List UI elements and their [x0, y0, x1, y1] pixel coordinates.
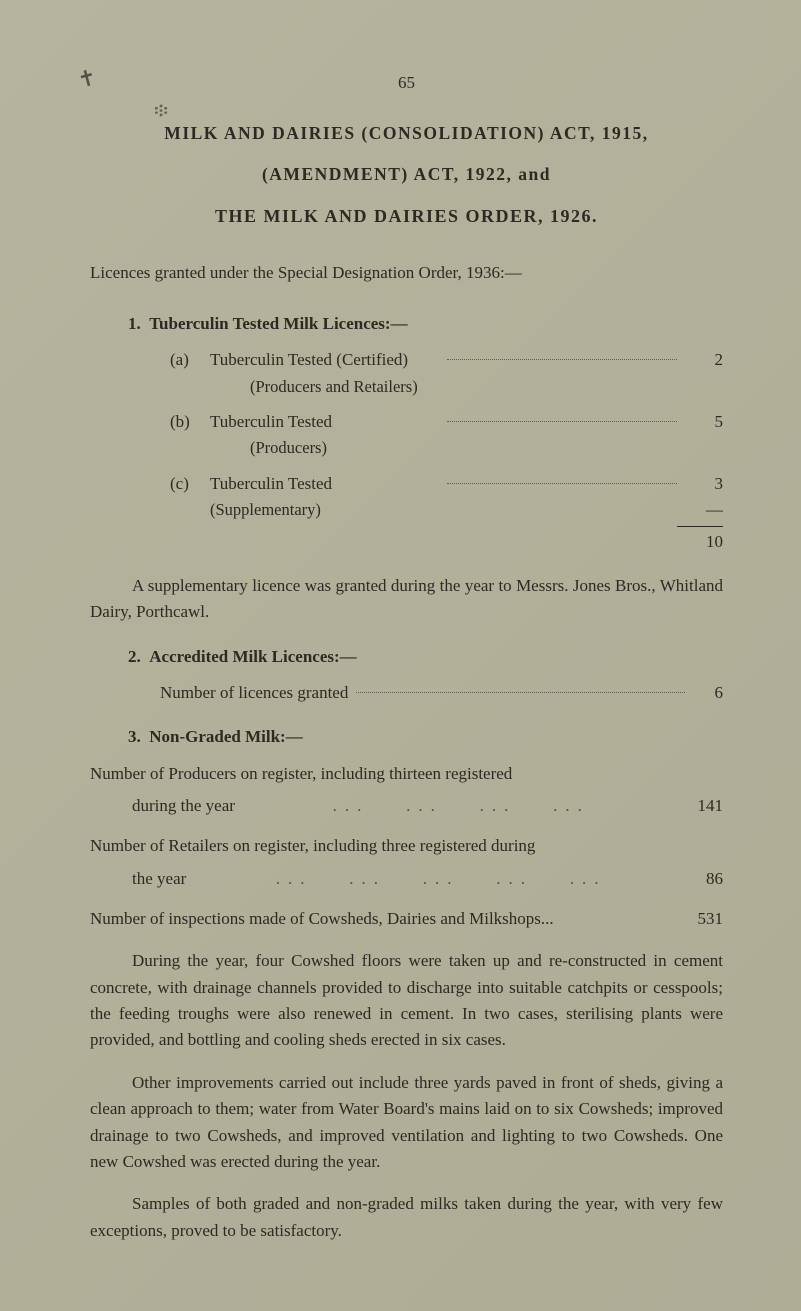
section-3-heading: 3. Non-Graded Milk:—: [128, 724, 723, 750]
leader-dots: [447, 421, 678, 422]
stat-line-3: Number of inspections made of Cowsheds, …: [90, 906, 723, 932]
item-desc: Tuberculin Tested: [210, 409, 441, 435]
section-2-heading: 2. Accredited Milk Licences:—: [128, 644, 723, 670]
page-number: 65: [90, 70, 723, 96]
body-text: During the year, four Cowshed floors wer…: [90, 948, 723, 1243]
section-1-heading: 1. Tuberculin Tested Milk Licences:—: [128, 311, 723, 337]
section-2-title: Accredited Milk Licences:—: [149, 647, 356, 666]
list-item: (c) Tuberculin Tested 3: [170, 471, 723, 497]
corner-mark-dagger: ✝: [74, 60, 101, 98]
stat-line-1a: Number of Producers on register, includi…: [90, 761, 723, 787]
stat-line-1b: during the year ... ... ... ... 141: [90, 793, 723, 819]
stat-line-2a: Number of Retailers on register, includi…: [90, 833, 723, 859]
section-3-number: 3.: [128, 727, 141, 746]
item-value: 5: [683, 409, 723, 435]
item-value: 3: [683, 471, 723, 497]
stat-text: Number of inspections made of Cowsheds, …: [90, 906, 554, 932]
title-line-3: THE MILK AND DAIRIES ORDER, 1926.: [90, 203, 723, 231]
section-1-number: 1.: [128, 314, 141, 333]
title-line-2: (AMENDMENT) ACT, 1922, and: [90, 161, 723, 188]
item-note: (Producers and Retailers): [250, 374, 723, 400]
total-value: 10: [677, 526, 723, 555]
leader-dots: [356, 692, 685, 693]
dash-mark: —: [683, 497, 723, 523]
leader-dots: ... ... ... ...: [235, 793, 688, 819]
supplementary-paragraph: A supplementary licence was granted duri…: [90, 573, 723, 626]
item-desc: Tuberculin Tested: [210, 471, 441, 497]
accredited-line: Number of licences granted 6: [160, 680, 723, 706]
title-line-1: MILK AND DAIRIES (CONSOLIDATION) ACT, 19…: [90, 120, 723, 147]
body-paragraph-3: Samples of both graded and non-graded mi…: [90, 1191, 723, 1244]
leader-dots: [447, 359, 678, 360]
item-note: (Supplementary): [210, 497, 683, 523]
stat-lead: the year: [90, 866, 186, 892]
section-3-title: Non-Graded Milk:—: [149, 727, 302, 746]
title-block: MILK AND DAIRIES (CONSOLIDATION) ACT, 19…: [90, 120, 723, 230]
stat-value: 531: [698, 906, 724, 932]
item-value: 2: [683, 347, 723, 373]
leader-dots: [447, 483, 678, 484]
item-desc: Tuberculin Tested (Certified): [210, 347, 441, 373]
accredited-text: Number of licences granted: [160, 680, 348, 706]
stat-value: 141: [688, 793, 724, 819]
total-row: 10: [170, 526, 723, 555]
body-paragraph-2: Other improvements carried out include t…: [90, 1070, 723, 1175]
corner-mark-dot: ፨: [154, 96, 168, 127]
item-note: (Producers): [250, 435, 723, 461]
item-label: (c): [170, 471, 210, 497]
stat-line-2b: the year ... ... ... ... ... 86: [90, 866, 723, 892]
stat-value: 86: [696, 866, 723, 892]
item-label: (b): [170, 409, 210, 435]
list-item: (a) Tuberculin Tested (Certified) 2: [170, 347, 723, 373]
accredited-value: 6: [693, 680, 723, 706]
section-2-number: 2.: [128, 647, 141, 666]
section-1-title: Tuberculin Tested Milk Licences:—: [149, 314, 407, 333]
intro-paragraph: Licences granted under the Special Desig…: [90, 260, 723, 286]
document-page: ✝ ፨ 65 MILK AND DAIRIES (CONSOLIDATION) …: [0, 0, 801, 1311]
leader-dots: ... ... ... ... ...: [186, 866, 696, 892]
stat-lead: during the year: [90, 793, 235, 819]
body-paragraph-1: During the year, four Cowshed floors wer…: [90, 948, 723, 1053]
list-item: (b) Tuberculin Tested 5: [170, 409, 723, 435]
item-label: (a): [170, 347, 210, 373]
